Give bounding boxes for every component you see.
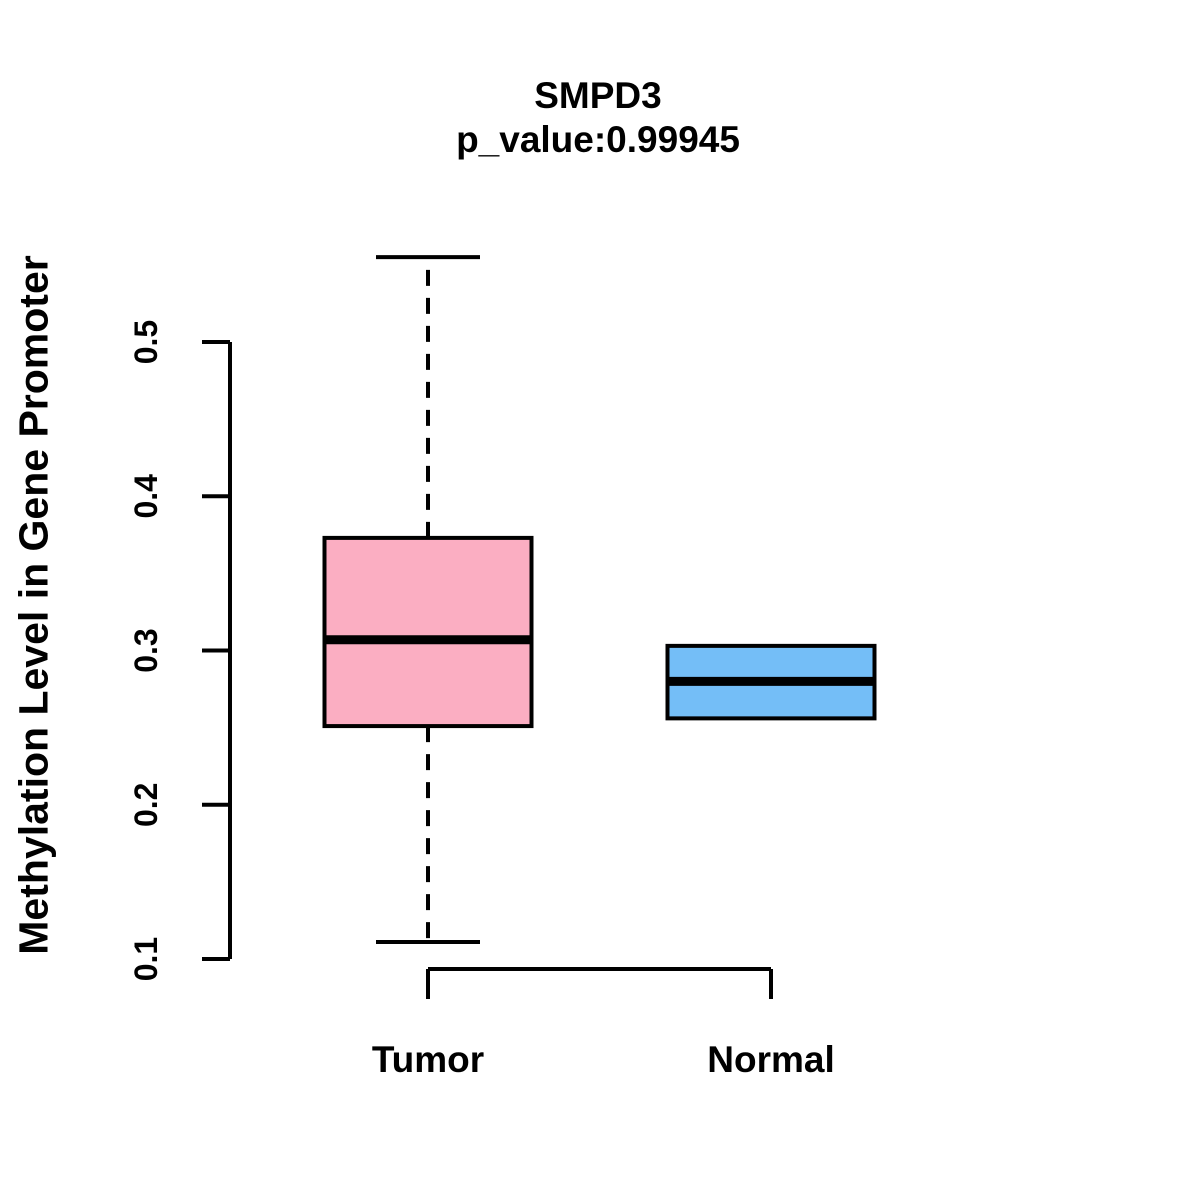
y-tick-label: 0.2 [128,783,164,827]
y-tick-label: 0.5 [128,320,164,364]
chart-geometry: 0.1 0.2 0.3 0.4 0.5 [128,255,877,999]
chart-subtitle: p_value:0.99945 [456,119,740,160]
chart-title: SMPD3 [534,75,661,116]
tumor-box [322,535,534,729]
y-tick-label: 0.3 [128,628,164,672]
y-axis-label: Methylation Level in Gene Promoter [10,255,56,954]
x-category-label-tumor: Tumor [372,1039,484,1080]
y-tick-label: 0.4 [128,474,164,519]
y-tick-label: 0.1 [128,937,164,981]
x-category-label-normal: Normal [707,1039,834,1080]
